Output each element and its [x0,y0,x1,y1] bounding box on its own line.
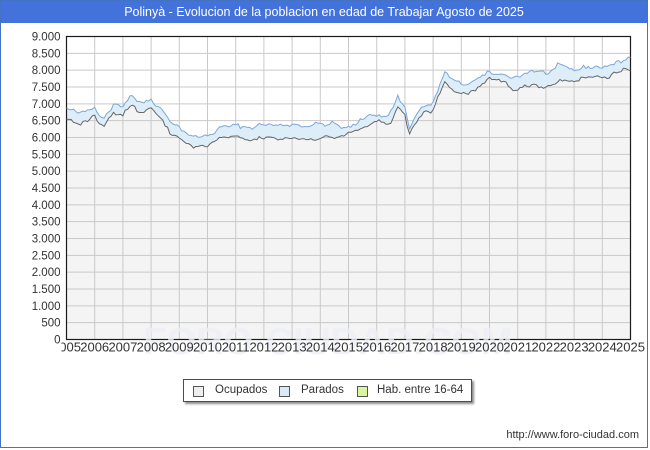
svg-text:2013: 2013 [278,340,307,355]
svg-text:7.500: 7.500 [32,82,61,94]
svg-text:8.500: 8.500 [32,48,61,60]
svg-text:2018: 2018 [419,340,448,355]
svg-text:2007: 2007 [108,340,137,355]
svg-text:2016: 2016 [362,340,391,355]
svg-text:2017: 2017 [390,340,419,355]
svg-text:4.500: 4.500 [32,183,61,195]
svg-text:6.000: 6.000 [32,133,61,145]
svg-text:2010: 2010 [193,340,222,355]
svg-text:2020: 2020 [475,340,504,355]
svg-text:2022: 2022 [531,340,560,355]
svg-text:2014: 2014 [306,340,335,355]
svg-text:7.000: 7.000 [32,99,61,111]
svg-text:2019: 2019 [447,340,476,355]
svg-text:2006: 2006 [80,340,109,355]
svg-text:4.000: 4.000 [32,200,61,212]
svg-text:5.500: 5.500 [32,149,61,161]
svg-text:2015: 2015 [334,340,363,355]
svg-text:2011: 2011 [222,340,250,355]
svg-text:2023: 2023 [560,340,589,355]
svg-text:5.000: 5.000 [32,166,61,178]
svg-text:2024: 2024 [588,340,617,355]
svg-text:2021: 2021 [503,340,532,355]
svg-text:1.000: 1.000 [32,301,61,313]
svg-text:9.000: 9.000 [32,32,61,44]
svg-text:8.000: 8.000 [32,65,61,77]
svg-text:1.500: 1.500 [32,284,61,296]
svg-text:2.500: 2.500 [32,250,61,262]
svg-text:500: 500 [41,318,60,330]
svg-text:3.500: 3.500 [32,217,61,229]
svg-text:2012: 2012 [249,340,278,355]
svg-text:0: 0 [54,335,60,347]
svg-text:6.500: 6.500 [32,116,61,128]
svg-text:2009: 2009 [165,340,194,355]
svg-text:2008: 2008 [137,340,166,355]
svg-text:3.000: 3.000 [32,234,61,246]
svg-text:2025: 2025 [616,340,645,355]
svg-text:2.000: 2.000 [32,267,61,279]
